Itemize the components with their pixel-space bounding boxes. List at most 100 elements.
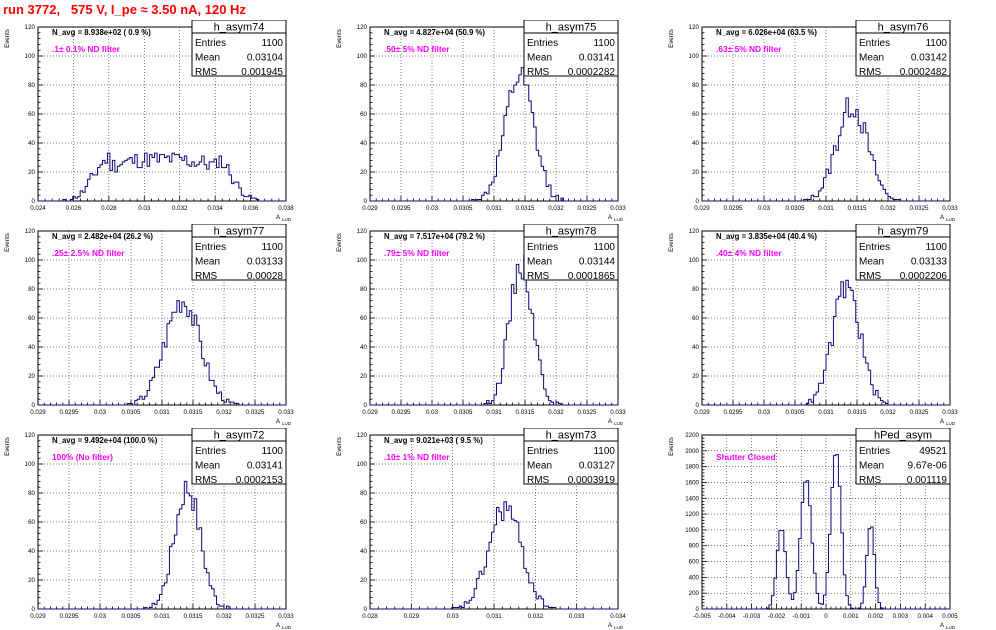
y-tick-label: 0	[32, 198, 36, 205]
stats-label: RMS	[527, 271, 550, 282]
x-tick-label: 0.0305	[454, 205, 473, 212]
x-tick-label: 0.03	[426, 205, 439, 212]
x-tick-label: 0.033	[278, 613, 294, 620]
stats-label: RMS	[859, 271, 882, 282]
filter-note: .1± 0.1% ND filter	[52, 44, 121, 54]
stats-value: 0.03142	[911, 53, 948, 64]
x-tick-label: 0.032	[216, 613, 232, 620]
x-tick-label: 0.029	[694, 205, 710, 212]
x-tick-label: 0.034	[610, 613, 626, 620]
y-tick-label: 60	[360, 519, 367, 526]
x-tick-label: 0.033	[278, 409, 294, 416]
x-tick-label: 0.001	[843, 613, 859, 620]
stats-value: 0.03133	[247, 257, 284, 268]
filter-note: 100% (No filter)	[52, 452, 113, 462]
x-axis-label: A	[940, 418, 945, 425]
x-tick-label: -0.001	[792, 613, 810, 620]
stats-label: Mean	[195, 53, 220, 64]
x-axis-label-subscript: LUD	[946, 217, 956, 222]
x-tick-label: 0.031	[486, 613, 502, 620]
x-tick-label: 0.0325	[910, 409, 929, 416]
y-tick-label: 100	[25, 461, 36, 468]
y-tick-label: 80	[692, 286, 699, 293]
filter-note: Shutter Closed	[716, 452, 776, 462]
stats-label: Entries	[527, 242, 558, 253]
x-tick-label: 0.029	[30, 613, 46, 620]
x-tick-label: 0.034	[207, 205, 223, 212]
y-tick-label: 0	[364, 606, 368, 613]
stats-value: 1100	[593, 38, 615, 49]
y-tick-label: 0	[32, 606, 36, 613]
x-axis-label: A	[608, 622, 613, 629]
filter-note: .25± 2.5% ND filter	[52, 248, 125, 258]
x-axis-label: A	[940, 214, 945, 221]
x-tick-label: 0.032	[548, 205, 564, 212]
x-axis-label: A	[940, 622, 945, 629]
y-tick-label: 80	[28, 286, 35, 293]
x-tick-label: 0.03	[447, 613, 460, 620]
y-tick-label: 1200	[685, 511, 699, 518]
filter-note: .63± 5% ND filter	[716, 44, 782, 54]
histogram-line	[702, 453, 950, 610]
stats-label: RMS	[527, 67, 550, 78]
y-tick-label: 20	[360, 169, 367, 176]
y-axis-label: Events	[4, 437, 11, 456]
y-tick-label: 0	[364, 402, 368, 409]
navg-label: N_avg = 8.938e+02 ( 0.9 %)	[52, 28, 151, 37]
histogram-line	[38, 300, 286, 406]
stats-label: RMS	[859, 475, 882, 486]
stats-label: Mean	[527, 53, 552, 64]
y-tick-label: 80	[28, 490, 35, 497]
x-tick-label: 0.033	[942, 409, 958, 416]
x-tick-label: 0.0295	[724, 409, 743, 416]
x-tick-label: 0.0305	[454, 409, 473, 416]
x-tick-label: 0.0325	[910, 205, 929, 212]
x-tick-label: 0.032	[880, 409, 896, 416]
stats-box	[523, 224, 619, 281]
filter-note: .50± 5% ND filter	[384, 44, 450, 54]
histogram-line	[38, 152, 286, 202]
filter-note: .10± 1% ND filter	[384, 452, 450, 462]
stats-label: Entries	[859, 446, 890, 457]
x-tick-label: 0.032	[880, 205, 896, 212]
x-axis-label: A	[276, 418, 281, 425]
navg-label: N_avg = 9.021e+03 ( 9.5 %)	[384, 436, 483, 445]
x-tick-label: 0.028	[101, 205, 117, 212]
x-tick-label: 0.0295	[724, 205, 743, 212]
x-tick-label: 0.0325	[578, 205, 597, 212]
y-tick-label: 0	[32, 402, 36, 409]
navg-label: N_avg = 9.492e+04 (100.0 %)	[52, 436, 158, 445]
y-tick-label: 120	[689, 228, 700, 235]
y-tick-label: 20	[28, 577, 35, 584]
y-tick-label: 40	[28, 140, 35, 147]
y-tick-label: 100	[25, 53, 36, 60]
y-tick-label: 120	[357, 432, 368, 439]
y-tick-label: 60	[692, 111, 699, 118]
x-tick-label: 0.031	[818, 205, 834, 212]
x-tick-label: 0.029	[362, 409, 378, 416]
x-axis-label: A	[276, 622, 281, 629]
y-tick-label: 120	[25, 24, 36, 31]
stats-value: 0.0002282	[568, 67, 616, 78]
histogram-line	[370, 501, 618, 610]
y-tick-label: 600	[689, 559, 700, 566]
x-tick-label: 0.0305	[122, 613, 141, 620]
y-axis-label: Events	[336, 437, 343, 456]
plot-frame	[701, 434, 951, 610]
navg-label: N_avg = 4.827e+04 (50.9 %)	[384, 28, 485, 37]
x-tick-label: 0.031	[486, 205, 502, 212]
y-tick-label: 80	[360, 286, 367, 293]
plot-frame	[37, 26, 287, 202]
x-tick-label: 0.0315	[848, 409, 867, 416]
y-tick-label: 40	[360, 548, 367, 555]
x-tick-label: -0.003	[743, 613, 761, 620]
y-tick-label: 120	[25, 228, 36, 235]
histogram-panel-h_asym77: 0.029 0.0295 0.03 0.0305 0.031 0.0315 0.032 0.0…	[4, 224, 294, 426]
y-axis-label: Events	[4, 29, 11, 48]
y-tick-label: 20	[692, 169, 699, 176]
y-tick-label: 60	[360, 315, 367, 322]
y-tick-label: 120	[357, 24, 368, 31]
histogram-panel-h_asym72: 0.029 0.0295 0.03 0.0305 0.031 0.0315 0.032 0.0…	[4, 428, 294, 630]
x-tick-label: 0.0325	[578, 409, 597, 416]
x-tick-label: 0.0315	[184, 409, 203, 416]
